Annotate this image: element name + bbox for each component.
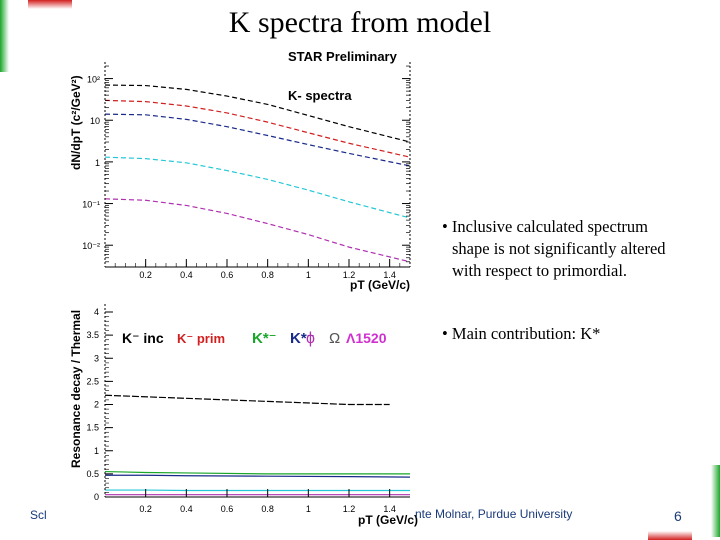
y-axis-label: dN/dpT (c²/GeV²)	[69, 75, 83, 170]
legend-entry: ϕ	[306, 330, 315, 347]
x-tick-label: 1.2	[343, 270, 356, 280]
x-tick-label: 0.2	[139, 270, 152, 280]
left-green-bar	[0, 0, 9, 72]
x-tick-label: 0.4	[180, 504, 193, 514]
x-tick-label: 0.6	[221, 270, 234, 280]
footer-author: nte Molnar, Purdue University	[415, 507, 573, 521]
bottom-red-bar	[648, 531, 692, 540]
chart-title: STAR Preliminary	[288, 49, 398, 64]
y-tick-label: 2.5	[86, 376, 99, 386]
x-tick-label: 0.8	[261, 270, 274, 280]
x-tick-label: 1.4	[383, 270, 396, 280]
x-tick-label: 0.4	[180, 270, 193, 280]
x-tick-label: 1	[306, 270, 311, 280]
spectrum-line-3	[104, 156, 411, 219]
x-tick-label: 0.2	[139, 504, 152, 514]
y-tick-label: 10²	[87, 75, 100, 85]
y-tick-label: 1.5	[86, 423, 99, 433]
spectrum-line-0	[104, 84, 411, 143]
footer-left: Scl	[30, 508, 47, 522]
bullet-1-line-1: • Inclusive calculated spectrum	[442, 217, 648, 236]
y-tick-label: 10⁻²	[82, 241, 100, 251]
y-tick-label: 3	[94, 353, 99, 363]
x-tick-label: 0.6	[221, 504, 234, 514]
bullet-1-line-2: shape is not significantly altered	[452, 239, 666, 258]
y-axis-label: Resonance decay / Thermal	[69, 310, 83, 468]
y-tick-label: 0	[94, 492, 99, 502]
x-axis-label: pT (GeV/c)	[350, 278, 410, 292]
slide-title: K spectra from model	[228, 6, 492, 39]
y-tick-label: 10	[90, 116, 100, 126]
right-green-bar	[711, 465, 720, 537]
y-tick-label: 1	[95, 158, 100, 168]
x-tick-label: 0.8	[261, 504, 274, 514]
legend-entry: Λ1520	[346, 330, 387, 346]
chart-annotation: K- spectra	[288, 88, 352, 103]
x-tick-label: 1	[306, 504, 311, 514]
y-tick-label: 3.5	[86, 330, 99, 340]
legend-entry: K*⁻	[290, 330, 315, 347]
legend-entry: Ω	[329, 330, 340, 347]
ratio-line-2	[105, 474, 411, 478]
y-tick-label: 2	[94, 400, 99, 410]
ratio-line-1	[104, 470, 410, 475]
bullet-1-line-3: with respect to primordial.	[452, 261, 628, 280]
spectrum-line-4	[104, 198, 411, 263]
spectrum-line-2	[104, 113, 411, 167]
legend-entry: K*⁻	[252, 330, 277, 347]
ratio-line-0	[104, 394, 390, 406]
y-tick-label: 10⁻¹	[82, 200, 100, 210]
bullet-1: • Inclusive calculated spectrum shape is…	[442, 216, 666, 282]
bullet-2: • Main contribution: K*	[442, 323, 600, 345]
legend-entry: K⁻ inc	[122, 330, 164, 346]
bullet-2-line-1: • Main contribution: K*	[442, 324, 601, 343]
top-red-bar	[28, 0, 72, 9]
x-axis-label: pT (GeV/c)	[358, 513, 418, 527]
page-number: 6	[674, 508, 682, 524]
spectrum-line-1	[104, 99, 411, 158]
legend-entry: K⁻ prim	[177, 331, 225, 346]
x-tick-label: 1.4	[383, 504, 396, 514]
x-tick-label: 1.2	[343, 504, 356, 514]
y-tick-label: 0.5	[86, 469, 99, 479]
y-tick-label: 1	[94, 446, 99, 456]
y-tick-label: 4	[94, 307, 99, 317]
